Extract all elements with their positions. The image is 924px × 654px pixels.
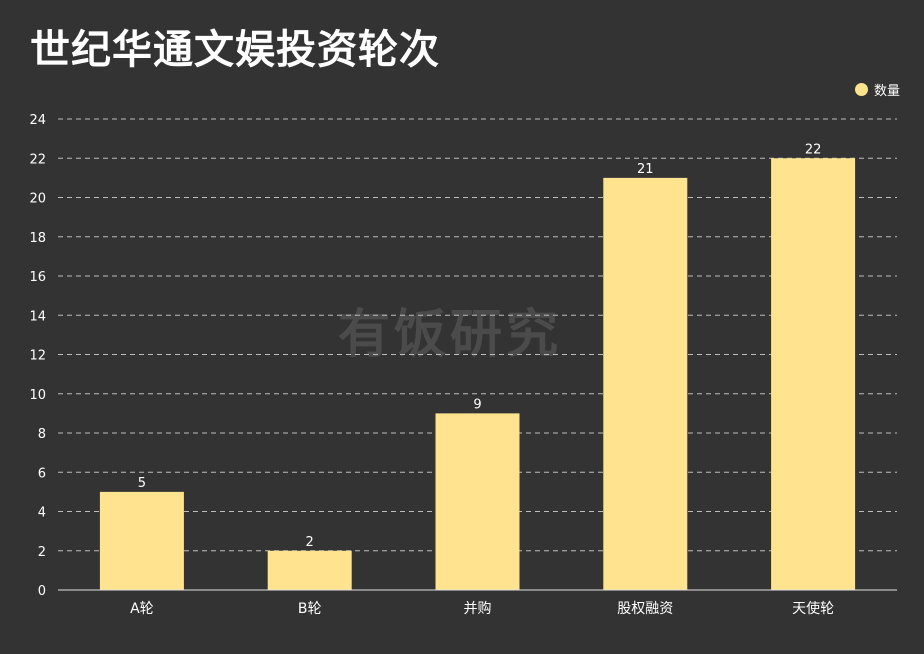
bar bbox=[99, 491, 184, 590]
x-tick-label: 股权融资 bbox=[617, 601, 673, 617]
y-tick-label: 10 bbox=[29, 388, 46, 403]
bars bbox=[99, 158, 856, 590]
y-tick-label: 0 bbox=[38, 584, 46, 599]
data-label: 22 bbox=[805, 142, 822, 157]
bar bbox=[267, 550, 352, 590]
bar bbox=[771, 158, 856, 590]
x-axis-ticks: A轮 B轮 并购 股权融资 天使轮 bbox=[130, 600, 834, 617]
data-label: 2 bbox=[306, 535, 314, 550]
x-tick-label: 天使轮 bbox=[792, 600, 834, 617]
y-tick-label: 20 bbox=[29, 192, 46, 207]
x-tick-label: 并购 bbox=[464, 601, 492, 617]
x-tick-label: B轮 bbox=[298, 601, 322, 617]
bar bbox=[435, 413, 520, 590]
data-label: 5 bbox=[138, 476, 146, 491]
data-label: 21 bbox=[637, 162, 654, 177]
grid-lines bbox=[58, 118, 897, 552]
legend-label: 数量 bbox=[873, 84, 900, 99]
y-tick-label: 14 bbox=[29, 309, 46, 324]
y-tick-label: 16 bbox=[29, 270, 46, 285]
y-tick-label: 22 bbox=[29, 152, 46, 167]
y-tick-label: 12 bbox=[29, 349, 46, 364]
data-labels: 5 2 9 21 22 bbox=[138, 142, 822, 550]
y-tick-label: 18 bbox=[29, 231, 46, 246]
y-tick-label: 8 bbox=[38, 427, 46, 442]
y-tick-label: 2 bbox=[38, 545, 46, 560]
y-tick-label: 4 bbox=[38, 506, 46, 521]
legend: 数量 bbox=[854, 80, 900, 99]
data-label: 9 bbox=[473, 397, 481, 412]
chart-title: 世纪华通文娱投资轮次 bbox=[30, 27, 440, 73]
y-tick-label: 6 bbox=[38, 466, 46, 481]
bar bbox=[603, 177, 688, 590]
x-tick-label: A轮 bbox=[130, 601, 154, 617]
y-tick-label: 24 bbox=[29, 113, 46, 128]
legend-swatch bbox=[854, 83, 868, 96]
